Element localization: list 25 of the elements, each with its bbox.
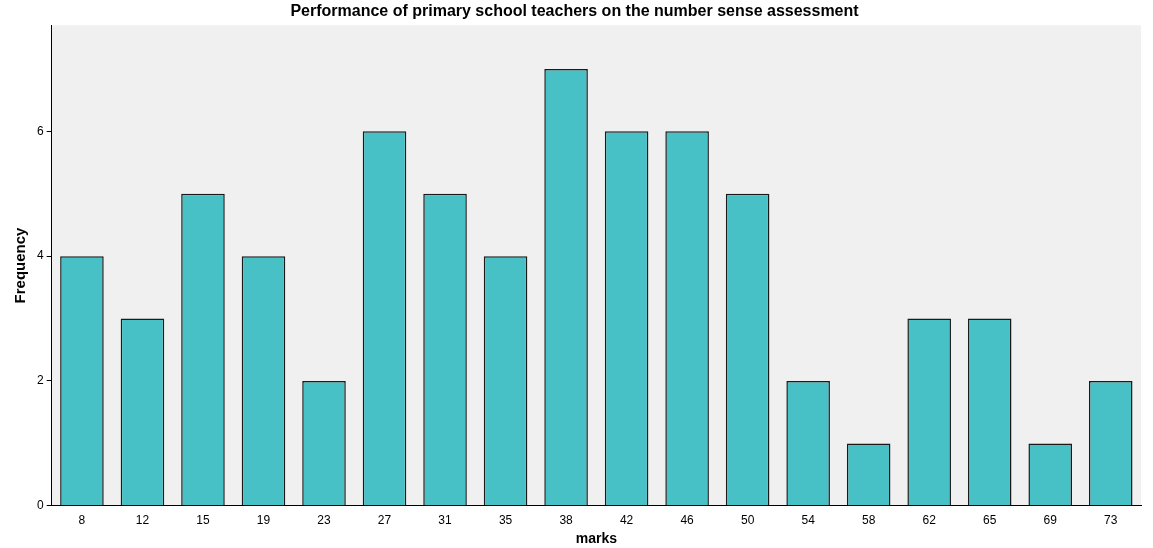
x-tick-label: 62 (922, 513, 937, 528)
x-tick-label: 65 (983, 513, 997, 528)
x-tick-label: 58 (861, 513, 876, 528)
x-tick-label: 42 (619, 513, 634, 528)
x-axis-title: marks (575, 530, 618, 547)
y-tick-label: 0 (36, 498, 44, 513)
y-tick-label: 2 (36, 373, 44, 388)
x-tick-label: 69 (1043, 513, 1058, 528)
x-tick-label: 15 (196, 513, 210, 528)
y-axis-title: Frequency (11, 226, 29, 304)
x-tick-label: 46 (680, 513, 695, 528)
x-tick-label: 38 (559, 513, 574, 528)
x-tick-label: 8 (78, 513, 86, 528)
x-tick-label: 19 (256, 513, 271, 528)
x-tick-label: 50 (740, 513, 755, 528)
x-tick-label: 12 (135, 513, 150, 528)
x-tick-label: 31 (438, 513, 453, 528)
x-tick-label: 73 (1104, 513, 1118, 528)
x-tick-label: 27 (377, 513, 392, 528)
x-tick-label: 35 (498, 513, 513, 528)
chart-title: Performance of primary school teachers on the number sense assessment (290, 2, 860, 20)
x-tick-label: 23 (317, 513, 331, 528)
x-tick-label: 54 (801, 513, 816, 528)
y-tick-label: 6 (36, 123, 44, 138)
y-tick-label: 4 (36, 248, 44, 263)
